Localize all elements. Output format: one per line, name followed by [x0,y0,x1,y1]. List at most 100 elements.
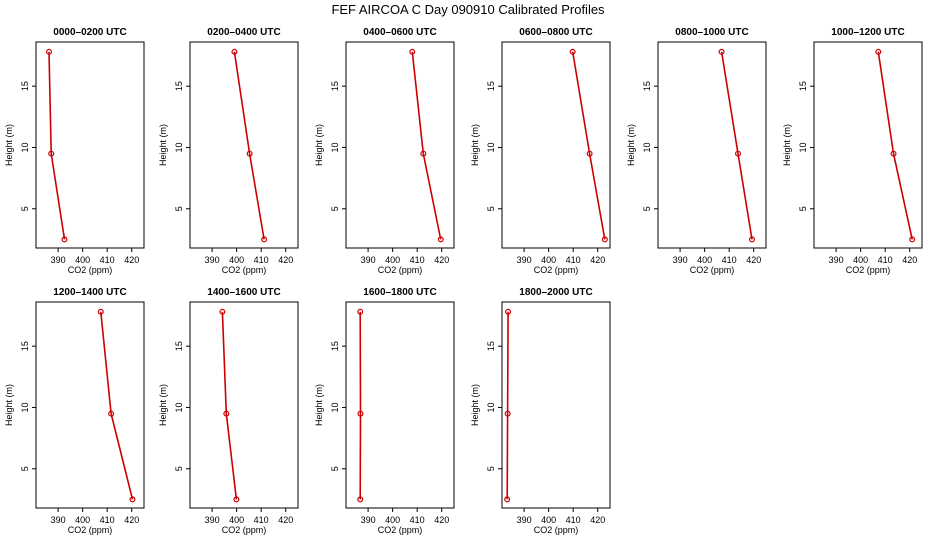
plot-frame [345,41,455,249]
panel-2: 0400–0600 UTC 390 400 410 420 5 10 15 CO2 (ppm) H… [314,27,455,275]
x-tick-label: 400 [853,255,868,265]
x-axis-label: CO2 (ppm) [534,265,579,275]
y-axis-label: Height (m) [4,384,14,426]
y-tick-label: 10 [486,142,496,152]
series-line [506,311,509,500]
x-axis-label: CO2 (ppm) [378,265,423,275]
y-tick-label: 10 [174,142,184,152]
x-tick-label: 400 [541,515,556,525]
data-point [735,150,742,157]
x-tick-label: 390 [51,255,66,265]
x-tick-label: 420 [746,255,761,265]
panel-title: 0200–0400 UTC [207,27,280,38]
panel-3: 0600–0800 UTC 390 400 410 420 5 10 15 CO2 (ppm) H… [470,27,611,275]
y-axis-label: Height (m) [782,124,792,166]
data-point [246,150,253,157]
x-tick-label: 400 [541,255,556,265]
x-tick-label: 400 [697,255,712,265]
data-point [586,150,593,157]
plot-frame [189,301,299,509]
y-axis-label: Height (m) [314,124,324,166]
data-point [219,308,226,315]
data-point [749,236,756,243]
series-line [720,51,753,240]
panel-6: 1200–1400 UTC 390 400 410 420 5 10 15 CO2 (ppm) H… [4,287,145,535]
data-point [48,150,55,157]
y-tick-label: 15 [642,81,652,91]
y-tick-label: 10 [330,142,340,152]
panel-title: 1200–1400 UTC [53,287,126,298]
x-tick-label: 390 [205,255,220,265]
plot-frame [189,41,299,249]
panel-0: 0000–0200 UTC 390 400 410 420 5 10 15 CO2 (ppm) H… [4,27,145,275]
x-tick-label: 410 [254,255,269,265]
series-line [233,51,265,240]
x-axis-label: CO2 (ppm) [378,525,423,535]
x-tick-label: 390 [673,255,688,265]
x-tick-label: 410 [566,255,581,265]
x-axis-label: CO2 (ppm) [534,525,579,535]
panel-5: 1000–1200 UTC 390 400 410 420 5 10 15 CO2 (ppm) H… [782,27,923,275]
series-line [571,51,606,240]
y-tick-label: 5 [798,206,808,211]
y-axis-label: Height (m) [626,124,636,166]
y-tick-label: 15 [20,81,30,91]
plot-frame [657,41,767,249]
y-axis-label: Height (m) [158,384,168,426]
x-tick-label: 390 [205,515,220,525]
x-axis-label: CO2 (ppm) [222,525,267,535]
x-tick-label: 420 [124,255,139,265]
y-axis-label: Height (m) [158,124,168,166]
x-tick-label: 420 [590,515,605,525]
y-tick-label: 10 [642,142,652,152]
series-line [221,311,238,500]
x-tick-label: 420 [590,255,605,265]
panel-title: 1400–1600 UTC [207,287,280,298]
x-tick-label: 390 [361,255,376,265]
data-point [601,236,608,243]
series-line [877,51,913,240]
y-axis-label: Height (m) [470,384,480,426]
data-point [261,236,268,243]
x-tick-label: 400 [385,515,400,525]
y-tick-label: 5 [330,466,340,471]
y-tick-label: 10 [798,142,808,152]
data-point [420,150,427,157]
y-tick-label: 15 [486,81,496,91]
series-line [411,51,442,240]
y-tick-label: 5 [174,206,184,211]
data-point [718,48,725,55]
y-axis-label: Height (m) [4,124,14,166]
data-point [129,496,136,503]
panel-title: 0800–1000 UTC [675,27,748,38]
panel-title: 1800–2000 UTC [519,287,592,298]
plot-frame [501,301,611,509]
x-tick-label: 390 [361,515,376,525]
y-tick-label: 15 [330,341,340,351]
plot-frame [35,41,145,249]
y-tick-label: 15 [20,341,30,351]
y-tick-label: 10 [486,402,496,412]
page-title: FEF AIRCOA C Day 090910 Calibrated Profi… [331,2,605,17]
data-point [909,236,916,243]
data-point [505,308,512,315]
y-tick-label: 5 [486,466,496,471]
x-axis-label: CO2 (ppm) [68,525,113,535]
x-tick-label: 400 [229,255,244,265]
panel-title: 0600–0800 UTC [519,27,592,38]
x-tick-label: 400 [229,515,244,525]
y-tick-label: 15 [330,81,340,91]
x-tick-label: 420 [124,515,139,525]
series-line [100,311,134,500]
y-tick-label: 10 [20,142,30,152]
data-point [875,48,882,55]
x-tick-label: 390 [517,515,532,525]
data-point [357,308,364,315]
x-tick-label: 390 [51,515,66,525]
panel-title: 0400–0600 UTC [363,27,436,38]
y-axis-label: Height (m) [314,384,324,426]
data-point [97,308,104,315]
data-point [504,496,511,503]
data-point [504,410,511,417]
plot-frame [35,301,145,509]
